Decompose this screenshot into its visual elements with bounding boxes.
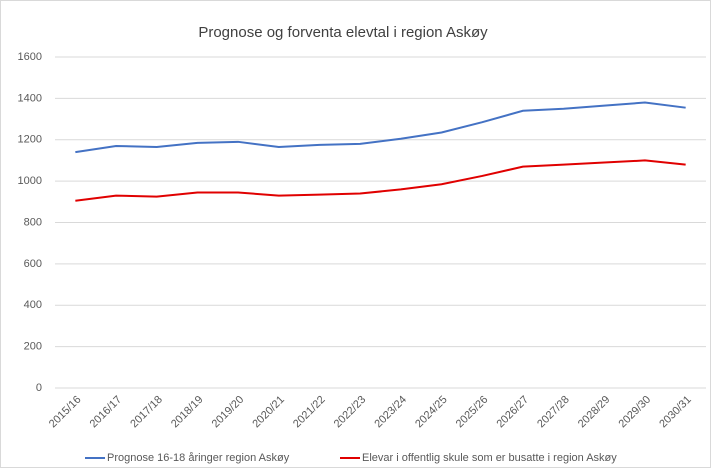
y-tick-label: 1200 bbox=[18, 134, 42, 146]
y-tick-label: 1400 bbox=[18, 92, 42, 104]
y-tick-label: 200 bbox=[24, 341, 42, 353]
legend-label: Elevar i offentlig skule som er busatte … bbox=[362, 452, 617, 464]
legend-label: Prognose 16-18 åringer region Askøy bbox=[107, 452, 290, 464]
y-tick-label: 1000 bbox=[18, 175, 42, 187]
y-tick-label: 800 bbox=[24, 216, 42, 228]
y-tick-label: 400 bbox=[24, 299, 42, 311]
y-tick-label: 1600 bbox=[18, 51, 42, 63]
y-tick-label: 600 bbox=[24, 258, 42, 270]
series-line bbox=[75, 101, 686, 154]
chart-title: Prognose og forventa elevtal i region As… bbox=[198, 24, 488, 41]
y-tick-label: 0 bbox=[36, 382, 42, 394]
series-line bbox=[75, 159, 686, 202]
